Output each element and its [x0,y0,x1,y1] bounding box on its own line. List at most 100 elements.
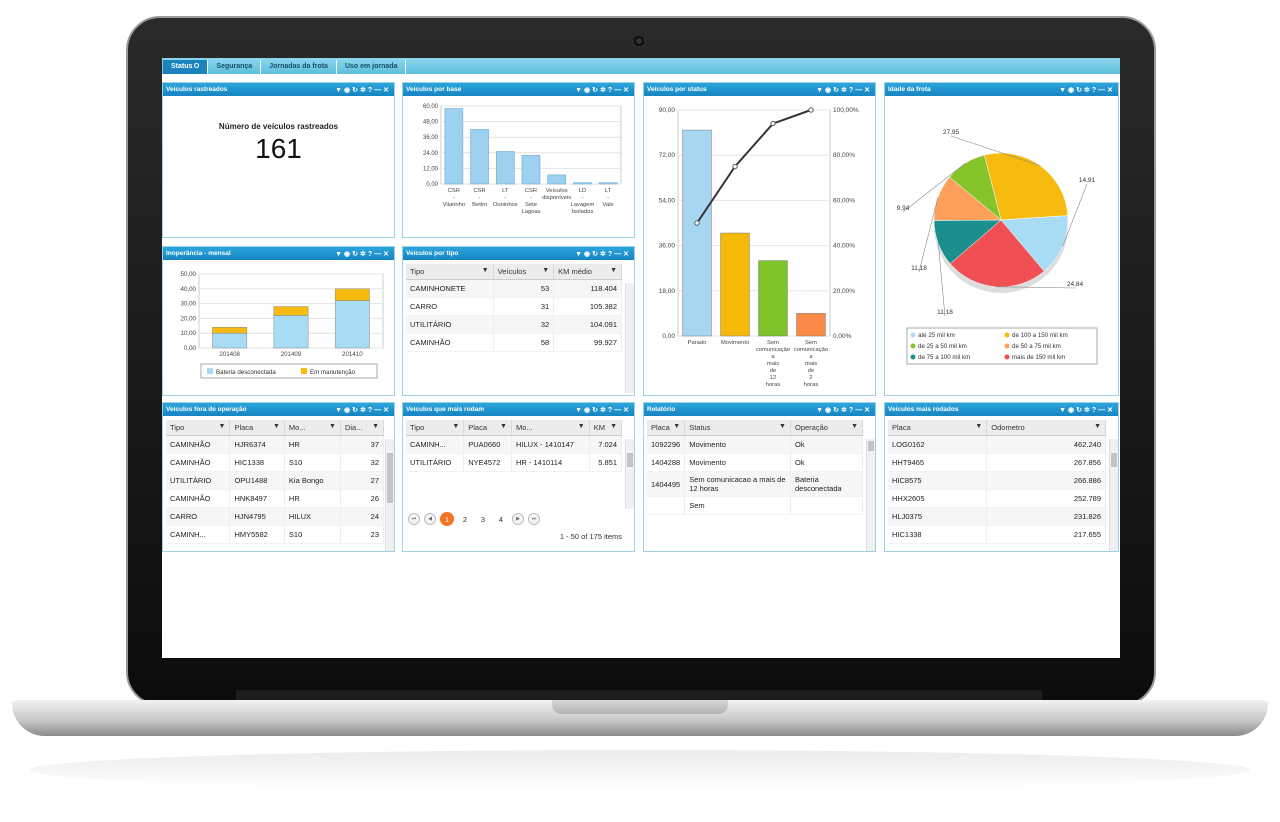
scrollbar[interactable] [625,283,634,393]
filter-icon[interactable]: ▼ [372,423,379,430]
table-row[interactable]: CARRO 31 105.382 [406,297,622,316]
table-cell: HR [284,435,341,454]
filter-icon[interactable]: ▼ [329,423,336,430]
bar-segment [212,332,248,349]
table-row[interactable]: CAMINHÃO HIC1338 S10 32 [166,453,385,472]
bar [547,174,567,185]
filter-icon[interactable]: ▼ [610,267,617,274]
column-header[interactable]: Status ▼ [684,420,791,436]
column-header[interactable]: Odometro ▼ [986,420,1106,436]
table-row[interactable]: 1404495 Sem comunicacao a mais de 12 hora… [647,471,864,497]
panel-toolbar-icons[interactable]: ▼◉↻✲?—✕ [1059,406,1115,414]
table-cell: 32 [493,315,555,334]
panel-toolbar-icons[interactable]: ▼◉↻✲?—✕ [575,86,631,94]
panel-toolbar-icons[interactable]: ▼◉↻✲?—✕ [816,406,872,414]
filter-icon[interactable]: ▼ [577,423,585,430]
column-header[interactable]: Placa ▼ [463,420,512,436]
tab-status[interactable]: Status [163,60,209,74]
column-header[interactable]: Placa ▼ [647,420,686,436]
column-header[interactable]: Mo... ▼ [284,420,341,436]
scrollbar-thumb[interactable] [868,441,874,451]
table-row[interactable]: UTILITÁRIO 32 104.091 [406,315,622,334]
page-1[interactable]: 1 [440,512,454,526]
table-row[interactable]: CAMINH... HMY5582 S10 23 [166,525,385,544]
page-4[interactable]: 4 [498,514,504,524]
filter-icon[interactable]: ▼ [481,267,489,274]
column-header[interactable]: Dia... ▼ [340,420,385,436]
tab-seguranca[interactable]: Segurança [208,60,262,74]
table-row[interactable]: Sem [647,496,864,515]
column-header-label: Operação [794,423,828,432]
table-row[interactable]: UTILITÁRIO NYE4572 HR - 1410114 5.851 [406,453,623,472]
scrollbar-thumb[interactable] [387,453,393,503]
column-header[interactable]: Tipo ▼ [406,264,494,280]
x-tick-label: Isolados [572,209,594,215]
table-row[interactable]: CAMINHÃO HJR6374 HR 37 [166,435,385,454]
table-row[interactable]: HHX2605 252.789 [888,489,1106,508]
panel-toolbar-icons[interactable]: ▼◉↻✲?—✕ [335,406,391,414]
page-3[interactable]: 3 [480,514,486,524]
tab-uso-jornada[interactable]: Uso em jornada [337,60,407,74]
column-header[interactable]: Veículos ▼ [493,264,555,280]
prev-page-icon[interactable]: ◀ [424,513,436,525]
scrollbar[interactable] [385,439,394,551]
table-cell: HR - 1410114 [511,453,590,472]
table-row[interactable]: CAMINH... PUA0660 HILUX - 1410147 7.024 [406,435,623,454]
filter-icon[interactable]: ▼ [851,423,858,430]
page-2[interactable]: 2 [462,514,468,524]
table-row[interactable]: HHT9465 267.856 [888,453,1106,472]
column-header-label: Odometro [991,423,1025,432]
column-header[interactable]: Placa ▼ [888,420,988,436]
filter-icon[interactable]: ▼ [610,423,617,430]
legend-marker [1004,354,1010,360]
column-header[interactable]: Mo... ▼ [511,420,590,436]
scrollbar-thumb[interactable] [1111,453,1117,467]
tab-jornadas[interactable]: Jornadas da frota [261,60,337,74]
table-row[interactable]: UTILITÁRIO OPU1488 Kia Bongo 27 [166,471,385,490]
panel-toolbar-icons[interactable]: ▼◉↻✲?—✕ [335,86,391,94]
table-row[interactable]: HIC1338 217.655 [888,525,1106,544]
table-row[interactable]: 1404288 Movimento Ok [647,453,864,472]
filter-icon[interactable]: ▼ [452,423,460,430]
scrollbar[interactable] [625,439,634,509]
column-header[interactable]: Tipo ▼ [166,420,231,436]
filter-icon[interactable]: ▼ [1094,423,1101,430]
scrollbar[interactable] [1109,439,1118,551]
first-page-icon[interactable]: ⏮ [408,513,420,525]
table-row[interactable]: CAMINHÃO HNK8497 HR 26 [166,489,385,508]
filter-icon[interactable]: ▼ [218,423,226,430]
filter-icon[interactable]: ▼ [542,267,550,274]
table-cell: Sem comunicacao a mais de 12 horas [684,471,791,497]
last-page-icon[interactable]: ⏭ [528,513,540,525]
panel-toolbar-icons[interactable]: ▼◉↻✲?—✕ [335,250,391,258]
table-row[interactable]: CAMINHONETE 53 118.404 [406,279,622,298]
x-tick-label: Ouninhos [493,202,518,208]
panel-toolbar-icons[interactable]: ▼◉↻✲?—✕ [575,406,631,414]
table-row[interactable]: HIC8575 266.886 [888,471,1106,490]
column-header[interactable]: KM médio ▼ [553,264,622,280]
column-header[interactable]: KM ▼ [589,420,623,436]
scrollbar[interactable] [866,439,875,551]
column-header[interactable]: Placa ▼ [229,420,285,436]
panel-toolbar-icons[interactable]: ▼◉↻✲?—✕ [1059,86,1115,94]
scrollbar-thumb[interactable] [627,453,633,467]
table-cell: 58 [493,333,555,352]
panel-toolbar-icons[interactable]: ▼◉↻✲?—✕ [575,250,631,258]
column-header[interactable]: Tipo ▼ [406,420,465,436]
table-row[interactable]: HLJ0375 231.826 [888,507,1106,526]
table-row[interactable]: 1092296 Movimento Ok [647,435,864,454]
table-cell: UTILITÁRIO [406,453,465,472]
column-header[interactable]: Operação ▼ [790,420,864,436]
filter-icon[interactable]: ▼ [673,423,681,430]
table-row[interactable]: LOG0162 462.240 [888,435,1106,454]
legend-marker [910,354,916,360]
line-point [808,107,814,113]
next-page-icon[interactable]: ▶ [512,513,524,525]
filter-icon[interactable]: ▼ [500,423,507,430]
table-row[interactable]: CAMINHÃO 58 99.927 [406,333,622,352]
filter-icon[interactable]: ▼ [272,423,280,430]
table-row[interactable]: CARRO HJN4795 HILUX 24 [166,507,385,526]
panel-toolbar-icons[interactable]: ▼◉↻✲?—✕ [816,86,872,94]
filter-icon[interactable]: ▼ [975,423,983,430]
filter-icon[interactable]: ▼ [779,423,786,430]
